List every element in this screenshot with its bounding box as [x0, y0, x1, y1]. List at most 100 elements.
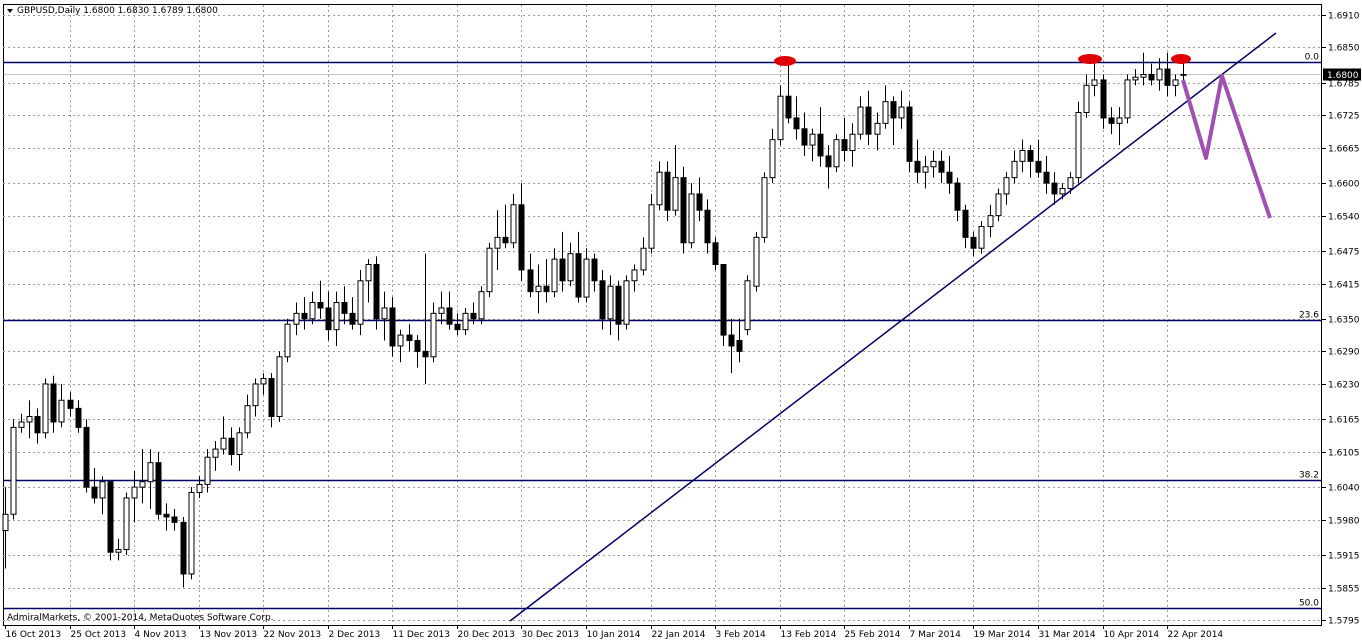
x-tick-label: 10 Jan 2014 [587, 630, 641, 640]
x-tick-label: 3 Feb 2014 [716, 630, 767, 640]
candle-body [341, 302, 348, 314]
candle-body [188, 492, 195, 575]
candle-body [938, 160, 945, 173]
candle-body [1164, 68, 1171, 86]
x-tick-label: 19 Mar 2014 [974, 630, 1031, 640]
y-tick-label: 1.5795 [1328, 617, 1360, 627]
x-tick-label: 16 Oct 2013 [6, 630, 62, 640]
candle-body [75, 407, 82, 428]
x-tick-label: 10 Apr 2014 [1104, 630, 1160, 640]
y-tick-label: 1.6165 [1328, 416, 1360, 426]
candle-body [648, 204, 655, 249]
candle-body [284, 323, 291, 358]
candle-body [99, 481, 106, 499]
candle-body [430, 312, 437, 358]
levels: 0.0 23.6 38.2 50.0 [3, 53, 1322, 610]
candle-body [728, 334, 735, 347]
last-price-label: 1.6800 [1327, 71, 1359, 81]
candle-body [276, 356, 283, 418]
x-tick-label: 4 Nov 2013 [135, 630, 187, 640]
x-tick-label: 22 Jan 2014 [652, 630, 706, 640]
candle-body [607, 285, 614, 320]
candle-body [970, 236, 977, 249]
candle-body [406, 334, 413, 342]
menu-arrow [7, 9, 13, 13]
candle-body [67, 399, 74, 409]
candle-body [664, 171, 671, 211]
candle-body [357, 280, 364, 325]
candle-body [761, 177, 768, 238]
x-tick-label: 22 Apr 2014 [1168, 630, 1224, 640]
candle-body [865, 106, 872, 135]
candle-body [987, 215, 994, 228]
candle-body [930, 160, 937, 168]
candle-body [914, 160, 921, 173]
candle-body [470, 312, 477, 320]
candle-body [559, 258, 566, 282]
candle-body [236, 432, 243, 456]
plot-frame [3, 4, 1322, 626]
candle-body [171, 516, 178, 523]
y-tick-label: 1.6475 [1328, 248, 1360, 258]
candle-body [543, 285, 550, 293]
candle-body [1011, 160, 1018, 179]
candle-body [1116, 117, 1123, 124]
y-tick-label: 1.6350 [1328, 316, 1360, 326]
candle-body [293, 312, 300, 325]
candle-body [615, 285, 622, 325]
last-price-box [1323, 68, 1361, 81]
candle-body [365, 264, 372, 282]
y-tick-label: 1.6290 [1328, 348, 1360, 358]
x-tick-label: 11 Dec 2013 [393, 630, 451, 640]
candle-body [849, 133, 856, 151]
x-tick-label: 7 Mar 2014 [910, 630, 962, 640]
candle-body [10, 426, 17, 515]
candle-body [397, 334, 404, 347]
candle-body [680, 177, 687, 244]
candle-body [373, 264, 380, 320]
candle-body [91, 486, 98, 499]
candle-body [34, 416, 41, 434]
candle-body [494, 236, 501, 249]
candle-body [131, 486, 138, 499]
candle-body [898, 106, 905, 119]
candle-body [381, 307, 388, 320]
candle-body [922, 166, 929, 173]
x-tick-label: 31 Mar 2014 [1039, 630, 1096, 640]
candle-body [688, 193, 695, 244]
chart-title: GBPUSD,Daily 1.6800 1.6830 1.6789 1.6800 [17, 6, 218, 16]
candle-body [769, 139, 776, 179]
x-tick-label: 25 Feb 2014 [845, 630, 901, 640]
top-marker [1171, 54, 1191, 64]
candle-body [139, 481, 146, 488]
candle-body [518, 204, 525, 271]
top-marker [774, 56, 796, 66]
candle-body [446, 307, 453, 325]
candle-body [583, 258, 590, 298]
candle-body [777, 95, 784, 141]
candle-body [502, 236, 509, 244]
x-tick-label: 20 Dec 2013 [458, 630, 516, 640]
candle-body [1003, 177, 1010, 195]
candle-body [954, 182, 961, 211]
y-tick-label: 1.6910 [1328, 12, 1360, 22]
candle-body [486, 247, 493, 293]
candle-body [672, 177, 679, 211]
top-marker [1078, 54, 1102, 64]
y-tick-label: 1.6600 [1328, 180, 1360, 190]
candle-body [890, 101, 897, 119]
x-tick-label: 13 Nov 2013 [200, 630, 258, 640]
candle-body [1075, 111, 1082, 179]
candle-body [115, 549, 122, 553]
y-tick-label: 1.6785 [1328, 80, 1360, 90]
y-tick-label: 1.6850 [1328, 44, 1360, 54]
x-tick-label: 30 Dec 2013 [522, 630, 580, 640]
candle-body [2, 513, 9, 532]
candle-body [833, 139, 840, 168]
candle-body [333, 302, 340, 331]
candle-body [1108, 117, 1115, 124]
candle-body [1083, 84, 1090, 113]
candle-body [1124, 79, 1131, 119]
candle-body [591, 258, 598, 282]
labels: 1.6910 1.6850 1.6785 1.6725 1.6665 1.6600 1.65… [5, 12, 1361, 640]
